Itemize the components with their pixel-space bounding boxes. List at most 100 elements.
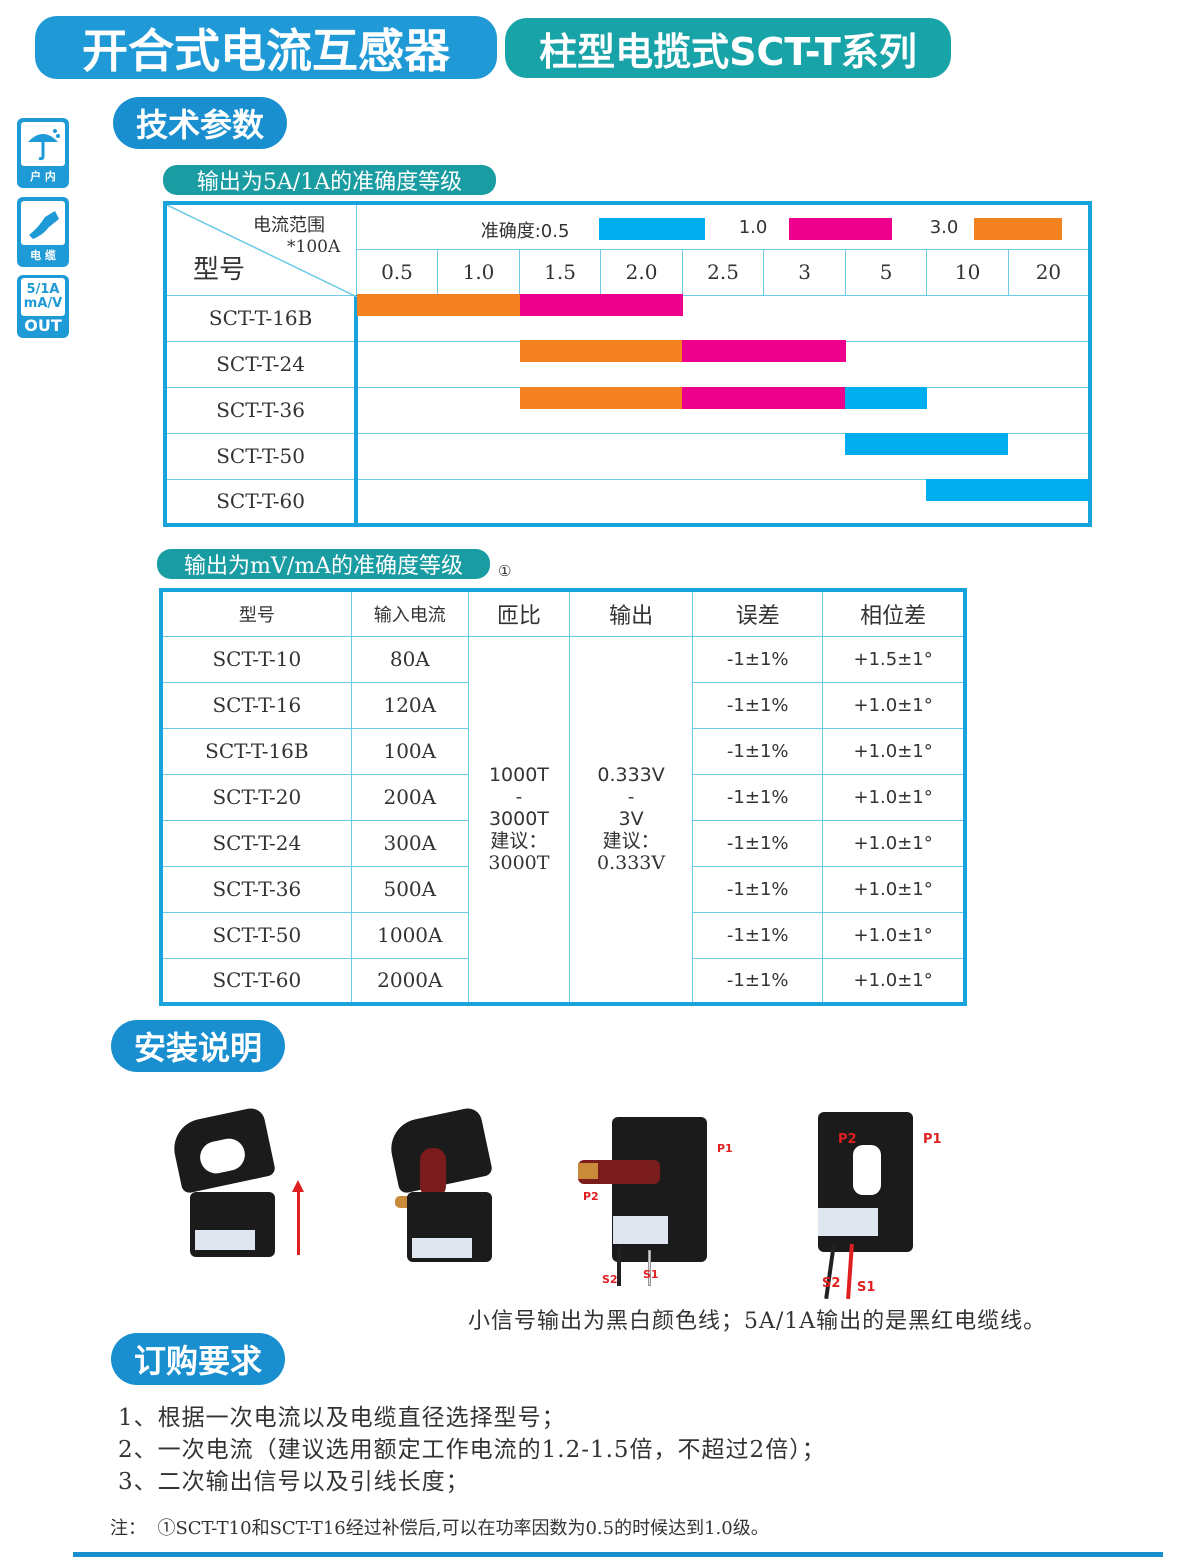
output-icon: 5/1A mA/V bbox=[21, 278, 65, 316]
model-cell: SCT-T-10 bbox=[160, 635, 352, 683]
page-title: 开合式电流互感器 bbox=[35, 16, 497, 79]
accuracy-bar-3.0 bbox=[438, 294, 521, 316]
range-header: 2.0 bbox=[600, 248, 683, 296]
range-header: 0.5 bbox=[355, 248, 439, 296]
accuracy-bar-3.0 bbox=[357, 294, 439, 316]
range-header: 1.5 bbox=[518, 248, 602, 296]
current-cell: 100A bbox=[350, 727, 469, 775]
series-title: 柱型电揽式SCT-T系列 bbox=[505, 18, 951, 78]
ratio-cell: 1000T -3000T 建议： 3000T bbox=[467, 635, 571, 1005]
legend-swatch-3.0 bbox=[973, 218, 1062, 240]
error-cell: -1±1% bbox=[692, 773, 824, 821]
output-badge: 5/1A mA/V OUT bbox=[17, 275, 69, 338]
model-cell: SCT-T-50 bbox=[160, 911, 352, 959]
accuracy-bar-0.5 bbox=[844, 386, 927, 409]
table-row: SCT-T-50 1000A -1±1% +1.0±1° bbox=[160, 911, 966, 959]
model-cell: SCT-T-36 bbox=[164, 386, 357, 434]
footnote: 注： ①SCT-T10和SCT-T16经过补偿后,可以在功率因数为0.5的时候达… bbox=[110, 1518, 769, 1539]
phase-cell: +1.5±1° bbox=[822, 635, 966, 683]
arrow-up-icon bbox=[297, 1190, 300, 1255]
error-cell: -1±1% bbox=[692, 681, 824, 729]
corner-cell: 电流范围 *100A 型号 bbox=[164, 202, 357, 297]
order-item-3: 3、二次输出信号以及引线长度； bbox=[118, 1469, 470, 1495]
current-cell: 1000A bbox=[350, 911, 469, 959]
model-cell: SCT-T-20 bbox=[160, 773, 352, 821]
error-cell: -1±1% bbox=[692, 819, 824, 867]
table-row: SCT-T-24 300A -1±1% +1.0±1° bbox=[160, 819, 966, 867]
column-header: 输出 bbox=[568, 589, 694, 637]
phase-cell: +1.0±1° bbox=[822, 773, 966, 821]
error-cell: -1±1% bbox=[692, 957, 824, 1005]
section-order: 订购要求 bbox=[111, 1333, 285, 1385]
accuracy-bar-1.0 bbox=[519, 294, 602, 316]
legend-swatch-0.5 bbox=[598, 218, 705, 240]
range-header: 10 bbox=[926, 248, 1009, 296]
model-cell: SCT-T-16 bbox=[160, 681, 352, 729]
install-caption: 小信号输出为黑白颜色线；5A/1A输出的是黑红电缆线。 bbox=[468, 1309, 1047, 1334]
table1-caption: 输出为5A/1A的准确度等级 bbox=[163, 165, 496, 195]
model-cell: SCT-T-60 bbox=[164, 478, 357, 526]
accuracy-bar-3.0 bbox=[519, 386, 602, 409]
range-header: 3 bbox=[763, 248, 846, 296]
umbrella-icon bbox=[21, 122, 65, 166]
phase-cell: +1.0±1° bbox=[822, 681, 966, 729]
accuracy-bar-0.5 bbox=[844, 432, 927, 455]
model-cell: SCT-T-24 bbox=[160, 819, 352, 867]
table-row: SCT-T-10 80A 1000T -3000T 建议： 3000T 0.333V -3V 建… bbox=[160, 635, 966, 1005]
table2-caption: 输出为mV/mA的准确度等级 bbox=[157, 549, 490, 579]
table-row: SCT-T-36 500A -1±1% +1.0±1° bbox=[160, 865, 966, 913]
model-cell: SCT-T-36 bbox=[160, 865, 352, 913]
cable-icon bbox=[21, 201, 65, 245]
phase-cell: +1.0±1° bbox=[822, 819, 966, 867]
range-header: 2.5 bbox=[681, 248, 765, 296]
current-cell: 80A bbox=[350, 635, 469, 683]
error-cell: -1±1% bbox=[692, 727, 824, 775]
indoor-badge: 户 内 bbox=[17, 118, 69, 188]
model-cell: SCT-T-24 bbox=[164, 340, 357, 388]
accuracy-bar-1.0 bbox=[682, 340, 765, 363]
range-header: 20 bbox=[1007, 248, 1091, 296]
accuracy-bar-0.5 bbox=[1007, 479, 1090, 502]
current-cell: 300A bbox=[350, 819, 469, 867]
error-cell: -1±1% bbox=[692, 911, 824, 959]
accuracy-bar-3.0 bbox=[600, 340, 683, 363]
model-cell: SCT-T-50 bbox=[164, 432, 357, 480]
table-row: SCT-T-16B 100A -1±1% +1.0±1° bbox=[160, 727, 966, 775]
legend-cell: 准确度:0.5 1.0 3.0 bbox=[355, 202, 1091, 250]
table-row: SCT-T-60 2000A -1±1% +1.0±1° bbox=[160, 957, 966, 1005]
table-row: SCT-T-20 200A -1±1% +1.0±1° bbox=[160, 773, 966, 821]
current-cell: 200A bbox=[350, 773, 469, 821]
table-row: SCT-T-36 bbox=[164, 386, 1091, 434]
phase-cell: +1.0±1° bbox=[822, 727, 966, 775]
range-header: 1.0 bbox=[437, 248, 520, 296]
phase-cell: +1.0±1° bbox=[822, 865, 966, 913]
error-cell: -1±1% bbox=[692, 635, 824, 683]
table-row: SCT-T-60 bbox=[164, 478, 1091, 526]
model-cell: SCT-T-16B bbox=[164, 294, 357, 342]
accuracy-bar-3.0 bbox=[519, 340, 602, 363]
column-header: 型号 bbox=[160, 589, 352, 637]
accuracy-bar-3.0 bbox=[600, 386, 683, 409]
cable-badge: 电 缆 bbox=[17, 197, 69, 267]
bottom-rule bbox=[73, 1552, 1163, 1557]
current-cell: 2000A bbox=[350, 957, 469, 1005]
accuracy-bar-1.0 bbox=[600, 294, 683, 316]
current-cell: 500A bbox=[350, 865, 469, 913]
column-header: 相位差 bbox=[822, 589, 966, 637]
phase-cell: +1.0±1° bbox=[822, 911, 966, 959]
accuracy-bar-1.0 bbox=[763, 340, 846, 363]
legend-swatch-1.0 bbox=[788, 218, 892, 240]
model-cell: SCT-T-16B bbox=[160, 727, 352, 775]
range-header: 5 bbox=[844, 248, 928, 296]
output-cell: 0.333V -3V 建议： 0.333V bbox=[568, 635, 694, 1005]
accuracy-bar-1.0 bbox=[763, 386, 846, 409]
accuracy-bar-1.0 bbox=[682, 386, 765, 409]
current-cell: 120A bbox=[350, 681, 469, 729]
accuracy-table-mv: 型号 输入电流 匝比 输出 误差 相位差 SCT-T-10 80A 1000T -3000T 建议… bbox=[159, 588, 967, 1006]
order-item-2: 2、一次电流（建议选用额定工作电流的1.2-1.5倍，不超过2倍）； bbox=[118, 1437, 826, 1463]
phase-cell: +1.0±1° bbox=[822, 957, 966, 1005]
footnote-mark: ① bbox=[498, 562, 512, 580]
column-header: 匝比 bbox=[467, 589, 571, 637]
column-header: 输入电流 bbox=[350, 589, 469, 637]
section-tech-params: 技术参数 bbox=[113, 97, 287, 149]
